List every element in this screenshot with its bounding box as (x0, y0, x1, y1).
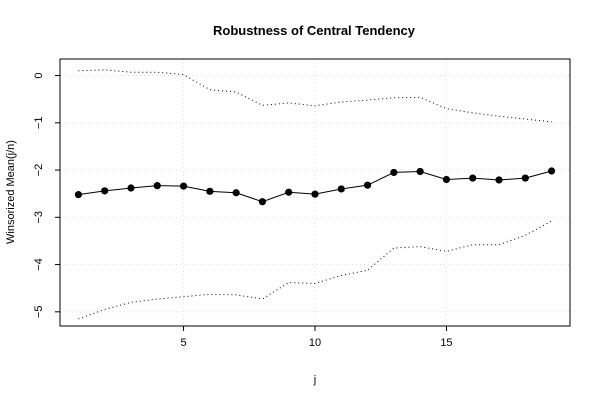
mean-point (416, 167, 424, 176)
mean-point (285, 188, 293, 196)
x-tick-label: 10 (309, 337, 321, 349)
mean-point (547, 167, 556, 175)
upper-bound-line (78, 69, 552, 123)
confidence-band (78, 69, 552, 320)
mean-point (206, 187, 214, 195)
y-tick-label: −3 (33, 211, 45, 224)
y-axis-label: Winsorized Mean(j/n) (5, 140, 17, 244)
x-tick-label: 15 (440, 337, 452, 349)
x-axis: 5 10 15 (180, 326, 453, 349)
mean-series (74, 167, 556, 206)
y-tick-label: −2 (33, 164, 45, 177)
mean-point (495, 176, 503, 184)
mean-point (127, 184, 135, 192)
mean-point (74, 191, 83, 199)
y-tick-label: −1 (33, 117, 45, 130)
y-tick-label: −4 (33, 258, 45, 271)
mean-point (101, 187, 109, 195)
x-axis-label: j (313, 374, 316, 386)
y-tick-label: 0 (33, 72, 45, 78)
y-axis: 0 −1 −2 −3 −4 −5 (33, 72, 60, 318)
mean-point (337, 185, 345, 193)
mean-point (390, 168, 398, 177)
lower-bound-line (78, 220, 552, 320)
mean-point (521, 174, 529, 182)
mean-point (258, 198, 267, 206)
mean-point (363, 181, 372, 189)
x-tick-label: 5 (180, 337, 186, 349)
mean-point (442, 175, 451, 184)
chart-title: Robustness of Central Tendency (213, 23, 416, 38)
mean-point (153, 182, 161, 190)
mean-point (232, 189, 240, 197)
mean-point (179, 182, 188, 190)
mean-point (469, 174, 477, 182)
grid (60, 59, 570, 326)
y-tick-label: −5 (33, 306, 45, 319)
mean-point (311, 190, 319, 198)
